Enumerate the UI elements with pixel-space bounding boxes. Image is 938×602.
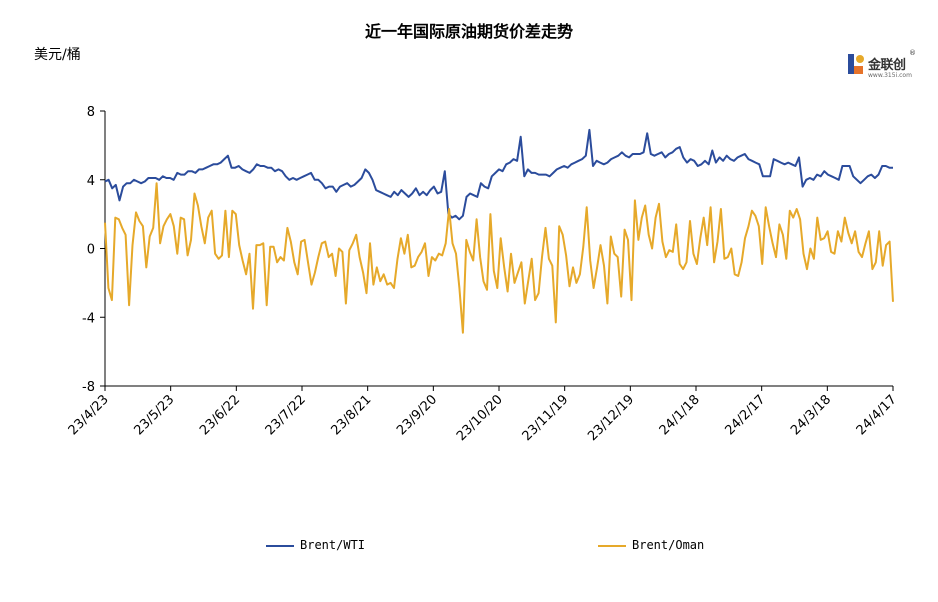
x-tick-label: 24/2/17	[722, 392, 768, 438]
legend-swatch-brent-oman	[598, 544, 626, 547]
x-tick-label: 24/3/18	[788, 392, 834, 438]
logo-url: www.315i.com	[868, 72, 912, 79]
logo-brand-text: 金联创	[868, 58, 906, 73]
x-tick-label: 24/1/18	[657, 392, 703, 438]
logo-mark-icon	[848, 54, 864, 74]
y-tick-label: 4	[87, 174, 95, 189]
y-tick-label: 0	[87, 243, 95, 258]
chart-title: 近一年国际原油期货价差走势	[364, 22, 573, 41]
legend-item-brent-oman: Brent/Oman	[598, 538, 704, 552]
logo-registered-mark: ®	[909, 49, 916, 57]
legend-swatch-brent-wti	[266, 544, 294, 547]
legend-item-brent-wti: Brent/WTI	[266, 538, 365, 552]
series-line-brent-wti	[104, 128, 893, 221]
x-tick-label: 23/12/19	[585, 392, 637, 444]
x-tick-label: 23/6/22	[197, 392, 243, 438]
x-tick-label: 23/7/22	[263, 392, 309, 438]
x-tick-label: 24/4/17	[854, 392, 900, 438]
series-lines	[104, 128, 894, 334]
y-axis-unit-label: 美元/桶	[34, 47, 81, 63]
y-tick-label: -8	[82, 380, 95, 395]
y-tick-label: -4	[82, 311, 95, 326]
x-axis-ticks: 23/4/23 23/5/23 23/6/22 23/7/22 23/8/21 23/9/…	[66, 386, 900, 444]
series-line-brent-oman	[104, 182, 894, 334]
jinlianchuang-logo: 金联创 ® www.315i.com	[846, 49, 916, 82]
x-tick-label: 23/10/20	[454, 392, 506, 444]
x-tick-label: 23/4/23	[66, 392, 112, 438]
legend-label-brent-wti: Brent/WTI	[300, 538, 366, 552]
x-tick-label: 23/8/21	[328, 392, 374, 438]
y-tick-label: 8	[87, 105, 95, 120]
x-tick-label: 23/9/20	[394, 392, 440, 438]
legend-label-brent-oman: Brent/Oman	[632, 538, 705, 552]
x-tick-label: 23/5/23	[131, 392, 177, 438]
y-axis-ticks: -8 -4 0 4 8	[82, 105, 105, 395]
x-tick-label: 23/11/19	[520, 392, 572, 444]
